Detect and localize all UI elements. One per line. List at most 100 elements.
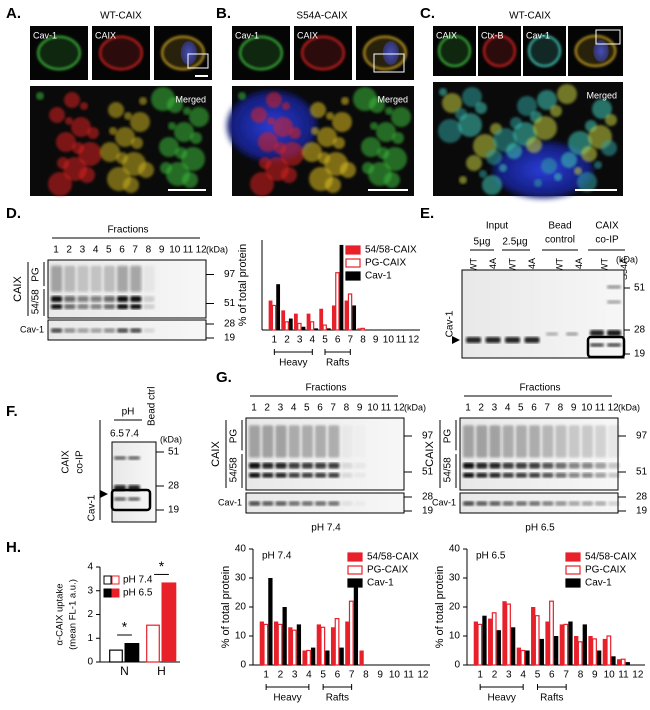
inset-box — [373, 53, 405, 73]
band — [555, 425, 567, 458]
legend-swatch — [347, 552, 363, 562]
bar — [293, 313, 298, 330]
label: 12 — [196, 245, 208, 256]
bar — [496, 630, 501, 665]
band — [262, 472, 274, 478]
label: Bead ctrl — [147, 387, 158, 426]
band — [301, 472, 313, 478]
signal — [115, 127, 135, 147]
label: pH — [122, 407, 135, 418]
x-tick-label: 5 — [320, 670, 326, 681]
band — [143, 295, 155, 302]
band — [595, 462, 607, 469]
signal — [302, 142, 322, 162]
label: S54A — [619, 258, 629, 280]
bar — [344, 300, 349, 330]
band — [608, 462, 620, 469]
label: 2 — [66, 245, 72, 256]
label: PG — [443, 429, 454, 444]
panel-letter: D. — [6, 205, 21, 222]
bar — [334, 617, 340, 666]
band — [130, 328, 142, 333]
band — [568, 462, 580, 469]
band — [301, 425, 313, 458]
label: Fractions — [107, 225, 148, 236]
band — [117, 304, 129, 310]
label: 8 — [344, 403, 350, 414]
y-tick-label: 0 — [240, 660, 246, 671]
x-tick-label: 11 — [618, 670, 629, 681]
signal — [311, 127, 319, 135]
signal — [49, 107, 65, 123]
signal — [385, 107, 393, 115]
bar — [322, 324, 327, 331]
signal — [124, 112, 132, 120]
bar — [592, 638, 597, 666]
label: 11 — [381, 403, 392, 414]
bar — [306, 313, 311, 330]
x-tick-label: 1 — [272, 335, 278, 346]
signal — [361, 137, 381, 157]
bar — [582, 624, 587, 665]
bar — [477, 623, 483, 666]
signal — [168, 122, 176, 130]
bar — [510, 627, 516, 665]
band — [476, 472, 488, 478]
chart-title: pH 7.4 — [262, 551, 292, 562]
y-tick-label: 40 — [235, 544, 247, 555]
bar — [559, 624, 565, 665]
label: 8 — [558, 403, 564, 414]
x-tick-label: 10 — [383, 335, 395, 346]
signal — [594, 161, 602, 169]
bar — [306, 649, 311, 666]
bar — [617, 659, 622, 665]
cell — [37, 35, 81, 71]
signal — [36, 92, 44, 100]
panel-letter: C. — [420, 5, 435, 22]
label: Cav-1 — [33, 30, 57, 40]
bar — [611, 656, 616, 665]
band — [262, 501, 274, 506]
signal — [376, 122, 396, 142]
x-tick-label: 5 — [535, 670, 541, 681]
signal — [577, 172, 597, 192]
signal — [466, 155, 482, 171]
band — [476, 425, 488, 458]
y-axis-label: % of total protein — [434, 566, 446, 649]
label: 28 — [636, 492, 648, 503]
bar — [596, 650, 602, 665]
band — [143, 304, 155, 310]
bar — [482, 615, 487, 665]
bar — [309, 321, 315, 331]
label: 97 — [224, 269, 236, 280]
legend-swatch — [111, 575, 120, 585]
band — [555, 462, 567, 469]
arrowhead — [100, 490, 108, 498]
panel-letter: A. — [6, 5, 21, 22]
label: WT-CAIX — [509, 11, 551, 22]
label: (kDa) — [206, 244, 228, 254]
x-tick-label: 5 — [322, 335, 328, 346]
legend-swatch — [347, 578, 363, 588]
band — [288, 501, 300, 506]
band — [476, 501, 488, 506]
label: CAIX — [297, 30, 318, 40]
band — [249, 425, 261, 458]
band — [607, 285, 621, 289]
label: 51 — [422, 467, 434, 478]
band — [288, 425, 300, 458]
signal — [64, 92, 80, 108]
bar — [520, 649, 526, 666]
label: 5 — [106, 245, 112, 256]
y-axis-label: (mean FL-1 a.u.) — [68, 579, 79, 650]
band — [515, 462, 527, 469]
label: Cav-1 — [235, 30, 259, 40]
legend-swatch — [565, 565, 581, 575]
band — [568, 472, 580, 478]
label: (kDa) — [404, 402, 426, 412]
label: CAIX — [595, 221, 619, 232]
legend-label: pH 7.4 — [123, 575, 153, 586]
x-tick-label: 12 — [408, 335, 420, 346]
signal — [475, 102, 487, 114]
bar — [359, 650, 364, 665]
